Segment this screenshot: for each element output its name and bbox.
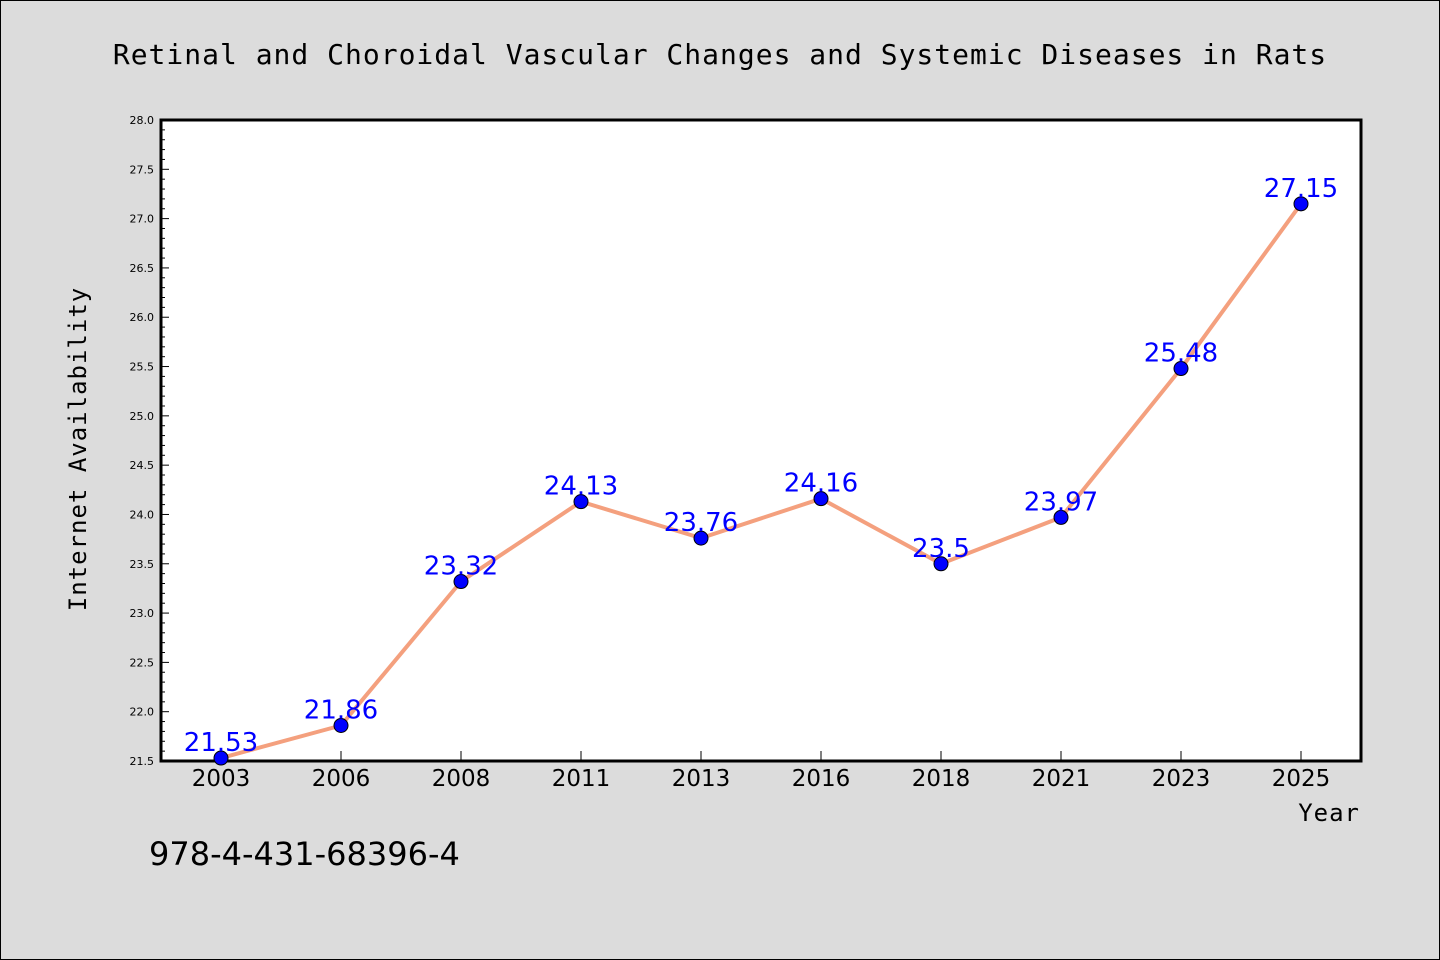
data-label: 25.48 — [1144, 339, 1218, 369]
series-line-group — [213, 196, 1309, 766]
y-tick-label: 22.5 — [130, 656, 155, 669]
data-label: 23.97 — [1024, 487, 1098, 517]
y-tick-label: 26.0 — [130, 311, 155, 324]
y-tick-label: 21.5 — [130, 755, 155, 768]
data-point — [333, 717, 349, 733]
x-tick-label: 2023 — [1152, 766, 1211, 792]
data-point — [813, 491, 829, 507]
data-label: 23.32 — [424, 552, 498, 582]
y-tick-label: 24.0 — [130, 508, 155, 521]
y-axis: 21.5 22.0 22.5 23.0 23.5 24.0 24.5 25.0 25.5 26.0… — [130, 114, 169, 768]
y-axis-title: Internet Availability — [64, 287, 92, 611]
data-label: 27.15 — [1264, 174, 1338, 204]
x-tick-label: 2006 — [312, 766, 371, 792]
y-tick-label: 23.5 — [130, 558, 155, 571]
data-point — [1293, 196, 1309, 212]
x-tick-label: 2013 — [672, 766, 731, 792]
y-tick-label: 23.0 — [130, 607, 155, 620]
data-point — [933, 556, 949, 572]
x-axis-title: Year — [1298, 799, 1360, 827]
data-point — [1173, 361, 1189, 377]
x-axis: 2003 2006 2008 2011 2013 2016 2018 2021 2023 2025 — [192, 751, 1331, 792]
x-tick-label: 2011 — [552, 766, 611, 792]
x-tick-label: 2025 — [1272, 766, 1331, 792]
data-point — [213, 750, 229, 766]
data-label: 21.53 — [184, 728, 258, 758]
data-label: 23.76 — [664, 508, 738, 538]
y-tick-label: 27.0 — [130, 213, 155, 226]
data-point — [693, 530, 709, 546]
y-tick-label: 27.5 — [130, 163, 155, 176]
plot-area — [159, 118, 1363, 763]
data-label: 21.86 — [304, 695, 378, 725]
y-tick-label: 22.0 — [130, 706, 155, 719]
series-line — [219, 201, 1303, 761]
x-tick-label: 2008 — [432, 766, 491, 792]
data-point — [573, 494, 589, 510]
y-tick-label: 28.0 — [130, 114, 155, 127]
x-tick-label: 2021 — [1032, 766, 1091, 792]
isbn-text: 978-4-431-68396-4 — [149, 835, 460, 873]
y-tick-label: 25.0 — [130, 410, 155, 423]
data-label: 24.16 — [784, 469, 858, 499]
data-label: 24.13 — [544, 472, 618, 502]
data-point — [1053, 509, 1069, 525]
data-point — [453, 574, 469, 590]
x-tick-label: 2018 — [912, 766, 971, 792]
x-tick-label: 2016 — [792, 766, 851, 792]
y-tick-label: 26.5 — [130, 262, 155, 275]
data-label: 23.5 — [912, 534, 970, 564]
y-tick-label: 25.5 — [130, 361, 155, 374]
data-label-group: 21.53 21.86 23.32 24.13 23.76 24.16 23.5 23.97 2… — [184, 174, 1338, 758]
y-tick-label: 24.5 — [130, 459, 155, 472]
x-tick-label: 2003 — [192, 766, 251, 792]
chart-title: Retinal and Choroidal Vascular Changes a… — [113, 38, 1327, 71]
